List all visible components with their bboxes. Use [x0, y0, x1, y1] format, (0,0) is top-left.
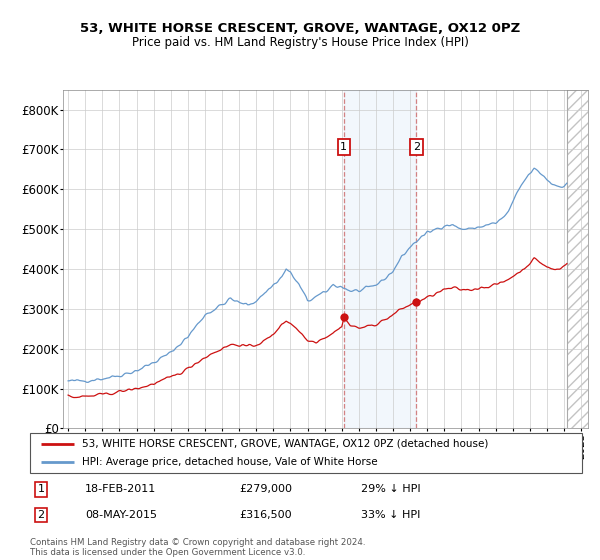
Text: 1: 1: [340, 142, 347, 152]
Text: 29% ↓ HPI: 29% ↓ HPI: [361, 484, 421, 494]
Text: 53, WHITE HORSE CRESCENT, GROVE, WANTAGE, OX12 0PZ (detached house): 53, WHITE HORSE CRESCENT, GROVE, WANTAGE…: [82, 439, 489, 449]
Text: Price paid vs. HM Land Registry's House Price Index (HPI): Price paid vs. HM Land Registry's House …: [131, 36, 469, 49]
Text: £279,000: £279,000: [240, 484, 293, 494]
Bar: [567, 90, 590, 428]
Text: 1: 1: [38, 484, 44, 494]
Text: 2: 2: [413, 142, 420, 152]
Text: 08-MAY-2015: 08-MAY-2015: [85, 510, 157, 520]
Text: 2: 2: [37, 510, 44, 520]
Text: 18-FEB-2011: 18-FEB-2011: [85, 484, 157, 494]
Bar: [567, 90, 590, 428]
Text: 33% ↓ HPI: 33% ↓ HPI: [361, 510, 421, 520]
Text: 53, WHITE HORSE CRESCENT, GROVE, WANTAGE, OX12 0PZ: 53, WHITE HORSE CRESCENT, GROVE, WANTAGE…: [80, 22, 520, 35]
Text: Contains HM Land Registry data © Crown copyright and database right 2024.
This d: Contains HM Land Registry data © Crown c…: [30, 538, 365, 557]
Text: HPI: Average price, detached house, Vale of White Horse: HPI: Average price, detached house, Vale…: [82, 458, 378, 467]
Bar: [344, 90, 416, 428]
FancyBboxPatch shape: [30, 433, 582, 473]
Text: £316,500: £316,500: [240, 510, 292, 520]
